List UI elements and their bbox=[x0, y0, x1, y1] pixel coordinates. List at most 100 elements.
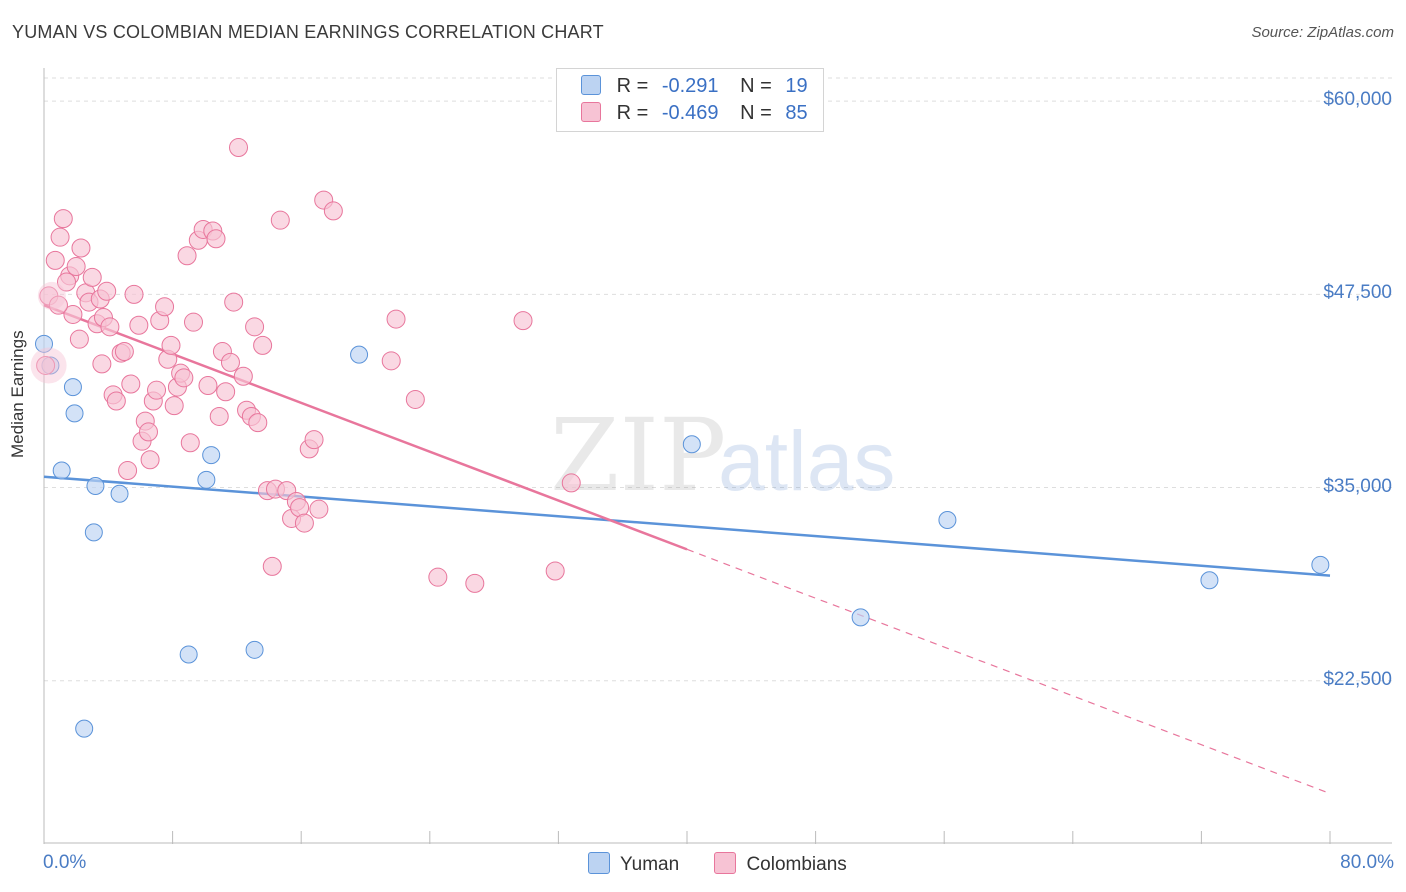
x-tick-min: 0.0% bbox=[43, 852, 87, 873]
legend-label-colombians: Colombians bbox=[746, 854, 847, 875]
colombians-swatch bbox=[581, 102, 601, 122]
colombians-point bbox=[309, 499, 329, 519]
yuman-point bbox=[84, 523, 103, 542]
colombians-point bbox=[270, 210, 290, 230]
legend-r-label: R = bbox=[616, 75, 649, 97]
colombians-point bbox=[209, 406, 229, 426]
watermark-zip: ZIP bbox=[550, 397, 726, 514]
colombians-point bbox=[121, 374, 141, 394]
yuman-point bbox=[197, 470, 216, 489]
colombians-point bbox=[66, 257, 86, 277]
colombians-point bbox=[48, 295, 68, 315]
colombians-point bbox=[177, 246, 197, 266]
colombians-point bbox=[253, 335, 273, 355]
axes bbox=[43, 68, 1392, 844]
colombians-point bbox=[245, 317, 265, 337]
legend-n-label: N = bbox=[740, 75, 772, 97]
colombians-point bbox=[100, 317, 120, 337]
yuman-point bbox=[1200, 571, 1219, 590]
colombians-point bbox=[294, 513, 314, 533]
colombians-point bbox=[216, 382, 236, 402]
legend-r-label: R = bbox=[616, 102, 649, 124]
yuman-point bbox=[682, 435, 701, 454]
yuman-point bbox=[63, 378, 82, 397]
yuman-point bbox=[851, 608, 870, 627]
yuman-point bbox=[110, 484, 129, 503]
yuman-point bbox=[202, 446, 221, 465]
colombians-point bbox=[71, 238, 91, 258]
colombians-point bbox=[124, 284, 144, 304]
data-points bbox=[30, 138, 1330, 738]
y-axis-label: Median Earnings bbox=[8, 330, 27, 458]
yuman-point bbox=[179, 645, 198, 664]
y-tick-label: $22,500 bbox=[1323, 668, 1392, 690]
colombians-point bbox=[183, 312, 203, 332]
colombians-point bbox=[147, 380, 167, 400]
colombians-point bbox=[428, 567, 448, 587]
yuman-point bbox=[65, 404, 84, 423]
colombians-point bbox=[82, 267, 102, 287]
colombians-point bbox=[248, 413, 268, 433]
series-legend: Yuman Colombians bbox=[588, 852, 877, 876]
colombians-point bbox=[386, 309, 406, 329]
y-tick-label: $60,000 bbox=[1323, 89, 1392, 111]
colombians-point bbox=[465, 573, 485, 593]
colombians-point bbox=[53, 209, 73, 229]
colombians-point bbox=[545, 561, 565, 581]
watermark-atlas: atlas bbox=[718, 414, 895, 508]
yuman-point bbox=[938, 511, 957, 529]
colombians-point bbox=[229, 138, 249, 158]
colombians-point bbox=[155, 297, 175, 317]
colombians-point bbox=[57, 272, 77, 292]
colombians-point bbox=[63, 304, 83, 324]
colombians-point bbox=[36, 355, 56, 375]
colombians-point bbox=[381, 351, 401, 371]
yuman-point bbox=[75, 719, 94, 738]
colombians-trend-line bbox=[43, 304, 688, 551]
colombians-point bbox=[323, 201, 343, 221]
legend-item-yuman: Yuman bbox=[588, 852, 679, 876]
colombians-point bbox=[262, 556, 282, 576]
legend-n-label: N = bbox=[740, 102, 772, 124]
watermark: ZIP atlas bbox=[550, 397, 895, 514]
legend-row-colombians: R = -0.469 N = 85 bbox=[581, 102, 808, 126]
colombians-point bbox=[69, 329, 89, 349]
colombians-trend-extension bbox=[686, 548, 1331, 795]
colombians-point bbox=[233, 366, 253, 386]
colombians-point bbox=[50, 227, 70, 247]
colombians-point bbox=[174, 368, 194, 388]
legend-row-yuman: R = -0.291 N = 19 bbox=[581, 75, 808, 99]
yuman-swatch bbox=[581, 75, 601, 95]
colombians-point bbox=[513, 311, 533, 331]
colombians-point bbox=[92, 354, 112, 374]
yuman-point bbox=[35, 334, 53, 353]
colombians-point bbox=[206, 229, 226, 249]
legend-item-colombians: Colombians bbox=[714, 852, 847, 876]
colombians-point bbox=[97, 281, 117, 301]
colombians-point bbox=[405, 389, 425, 409]
colombians-point bbox=[220, 352, 240, 372]
legend-n-value: 85 bbox=[785, 102, 808, 124]
colombians-point bbox=[45, 250, 65, 270]
yuman-point bbox=[350, 345, 369, 364]
colombians-point bbox=[118, 461, 138, 481]
yuman-point bbox=[86, 477, 105, 495]
colombians-point bbox=[106, 391, 126, 411]
colombians-point bbox=[224, 292, 244, 312]
colombians-point bbox=[161, 335, 181, 355]
legend-r-value: -0.291 bbox=[661, 75, 719, 97]
colombians-point bbox=[140, 450, 160, 470]
colombians-point bbox=[114, 342, 134, 362]
chart-title: YUMAN VS COLOMBIAN MEDIAN EARNINGS CORRE… bbox=[12, 22, 604, 42]
y-tick-label: $47,500 bbox=[1323, 282, 1392, 304]
colombians-point bbox=[138, 422, 158, 442]
x-tick-max: 80.0% bbox=[1340, 852, 1394, 873]
colombians-point bbox=[37, 281, 66, 310]
colombians-point bbox=[30, 347, 67, 384]
legend-label-yuman: Yuman bbox=[620, 854, 680, 875]
colombians-point bbox=[164, 396, 184, 416]
colombians-point bbox=[304, 430, 324, 450]
yuman-point bbox=[52, 461, 71, 480]
y-tick-label: $35,000 bbox=[1323, 475, 1392, 497]
